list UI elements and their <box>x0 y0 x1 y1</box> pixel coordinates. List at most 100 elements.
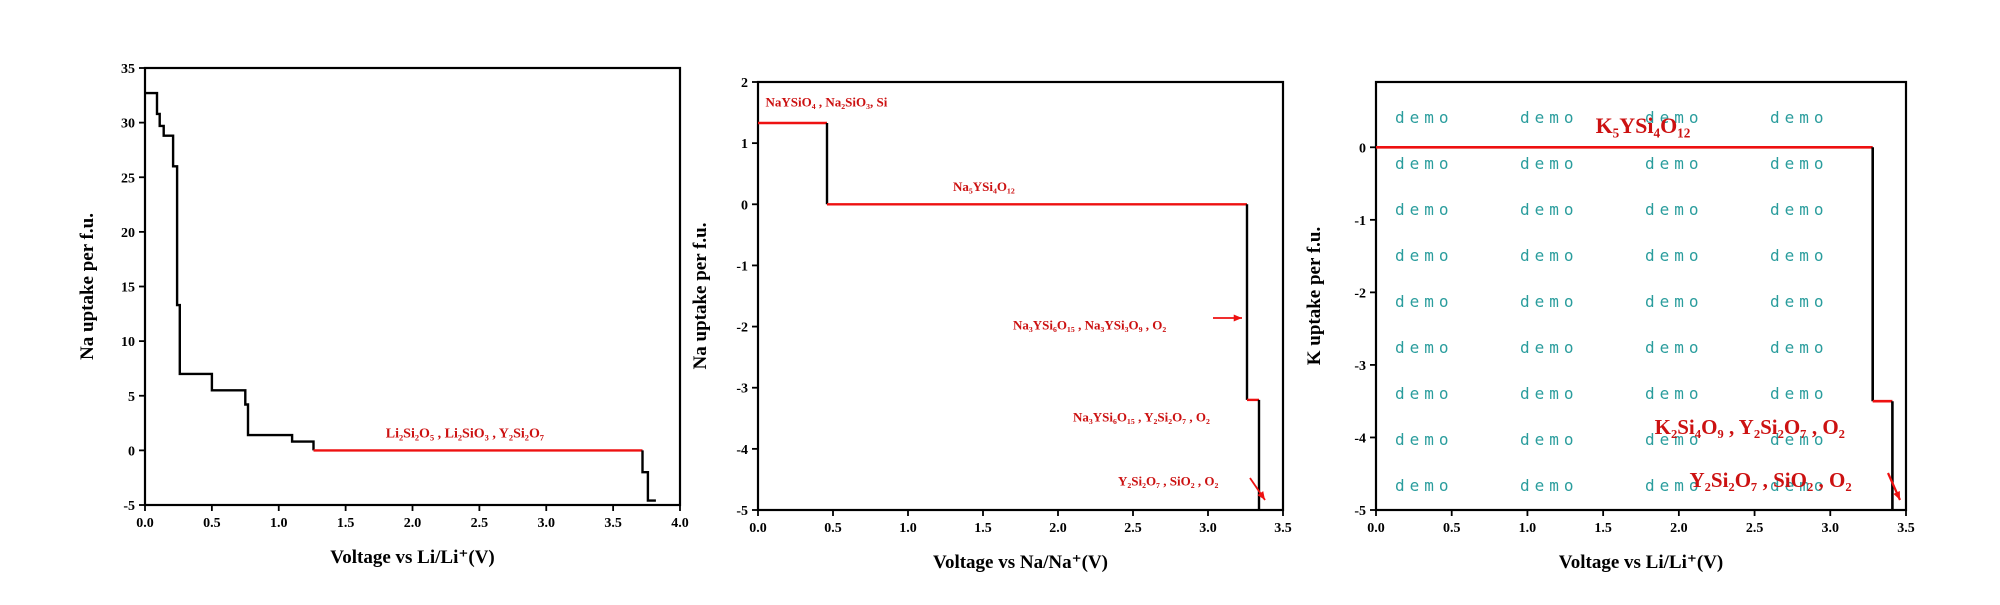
y-tick-label: -5 <box>123 499 135 514</box>
watermark-text: demo <box>1645 476 1704 495</box>
x-tick-label: 1.5 <box>974 521 992 536</box>
series-line <box>145 91 315 451</box>
x-tick-label: 3.0 <box>538 516 556 531</box>
y-tick-label: 0 <box>128 444 135 459</box>
y-tick-label: -5 <box>736 504 748 519</box>
x-tick-label: 3.0 <box>1822 521 1840 536</box>
x-tick-label: 1.5 <box>1594 521 1612 536</box>
annotation-label: Li₂Si₂O₅ , Li₂SiO₃ , Y₂Si₂O₇ <box>386 426 544 441</box>
y-axis-label: K uptake per f.u. <box>1304 227 1325 365</box>
arrow-head <box>1257 491 1265 500</box>
watermark-text: demo <box>1645 154 1704 173</box>
annotation-label: K₅YSi₄O₁₂ <box>1596 113 1691 138</box>
y-tick-label: 25 <box>121 171 135 186</box>
x-tick-label: 2.5 <box>471 516 489 531</box>
watermark-text: demo <box>1645 292 1704 311</box>
watermark-text: demo <box>1645 246 1704 265</box>
y-tick-label: -2 <box>1354 286 1366 301</box>
watermark-text: demo <box>1395 292 1454 311</box>
watermark-text: demo <box>1645 384 1704 403</box>
annotation-label: Na₃YSi₆O₁₅ , Y₂Si₂O₇ , O₂ <box>1073 409 1210 424</box>
annotation-label: Y₂Si₂O₇ , SiO₂ , O₂ <box>1689 468 1851 492</box>
x-tick-label: 0.0 <box>749 521 767 536</box>
y-tick-label: 35 <box>121 62 135 77</box>
arrow-head <box>1893 491 1900 500</box>
y-tick-label: -3 <box>736 382 748 397</box>
watermark-text: demo <box>1770 384 1829 403</box>
y-axis-label: Na uptake per f.u. <box>690 223 711 370</box>
annotation-label: Na₅YSi₄O₁₂ <box>953 179 1015 194</box>
y-tick-label: 20 <box>121 226 135 241</box>
watermark-text: demo <box>1770 430 1829 449</box>
plot-frame <box>756 80 1285 512</box>
y-tick-label: 15 <box>121 281 135 296</box>
x-tick-label: 1.5 <box>337 516 355 531</box>
x-tick-label: 4.0 <box>671 516 689 531</box>
watermark-text: demo <box>1395 154 1454 173</box>
y-tick-label: -2 <box>736 321 748 336</box>
y-tick-label: 2 <box>741 76 748 91</box>
x-tick-label: 2.0 <box>404 516 422 531</box>
series-line <box>641 450 656 502</box>
watermark-text: demo <box>1645 200 1704 219</box>
watermark-text: demo <box>1395 200 1454 219</box>
x-tick-label: 2.5 <box>1124 521 1142 536</box>
x-tick-label: 3.5 <box>604 516 622 531</box>
y-axis-label: Na uptake per f.u. <box>77 213 98 360</box>
watermark-text: demo <box>1520 476 1579 495</box>
y-tick-label: 1 <box>741 137 748 152</box>
annotation-label: NaYSiO₄ , Na₂SiO₃, Si <box>766 94 888 109</box>
y-tick-label: -1 <box>736 259 748 274</box>
watermark-text: demo <box>1395 384 1454 403</box>
y-tick-label: -3 <box>1354 359 1366 374</box>
y-tick-label: -4 <box>736 443 748 458</box>
watermark-text: demo <box>1770 200 1829 219</box>
watermark-text: demo <box>1770 476 1829 495</box>
watermark-text: demo <box>1395 476 1454 495</box>
watermark-text: demo <box>1645 338 1704 357</box>
watermark-text: demo <box>1520 384 1579 403</box>
x-tick-label: 3.5 <box>1274 521 1292 536</box>
watermark-text: demo <box>1645 108 1704 127</box>
x-tick-label: 2.5 <box>1746 521 1764 536</box>
watermark-text: demo <box>1645 430 1704 449</box>
plot-frame <box>1374 80 1908 512</box>
chart-1: 0.0 0.5 1.0 1.5 2.0 2.5 3.0 3.5 4.0 -5 0 5 10 15 20 25 3… <box>77 62 689 568</box>
watermark-text: demo <box>1520 338 1579 357</box>
x-tick-label: 3.5 <box>1897 521 1915 536</box>
arrow-head <box>1233 314 1242 322</box>
x-axis-label: Voltage vs Li/Li⁺(V) <box>1559 552 1724 573</box>
x-tick-label: 1.0 <box>270 516 288 531</box>
watermark-text: demo <box>1395 430 1454 449</box>
y-tick-label: 0 <box>1359 141 1366 156</box>
annotation-label: Y₂Si₂O₇ , SiO₂ , O₂ <box>1118 474 1218 489</box>
watermark-text: demo <box>1520 108 1579 127</box>
x-tick-label: 0.5 <box>203 516 221 531</box>
watermark-text: demo <box>1520 246 1579 265</box>
watermark-text: demo <box>1520 154 1579 173</box>
x-tick-label: 2.0 <box>1049 521 1067 536</box>
watermark-text: demo <box>1395 246 1454 265</box>
watermark-text: demo <box>1520 430 1579 449</box>
y-tick-label: -5 <box>1354 504 1366 519</box>
x-axis-label: Voltage vs Na/Na⁺(V) <box>933 552 1108 573</box>
watermark-text: demo <box>1770 154 1829 173</box>
watermark-text: demo <box>1395 338 1454 357</box>
x-tick-label: 0.0 <box>136 516 154 531</box>
watermark-text: demo <box>1770 292 1829 311</box>
watermark-text: demo <box>1395 108 1454 127</box>
x-axis-label: Voltage vs Li/Li⁺(V) <box>330 547 495 568</box>
x-tick-label: 0.5 <box>824 521 842 536</box>
y-tick-label: 5 <box>128 390 135 405</box>
x-tick-label: 0.0 <box>1367 521 1385 536</box>
x-tick-label: 1.0 <box>899 521 917 536</box>
y-tick-label: 10 <box>121 335 135 350</box>
watermark-text: demo <box>1520 200 1579 219</box>
y-tick-label: -1 <box>1354 214 1366 229</box>
x-tick-label: 1.0 <box>1519 521 1537 536</box>
watermark-text: demo <box>1770 108 1829 127</box>
watermark-text: demo <box>1770 246 1829 265</box>
y-tick-label: -4 <box>1354 431 1366 446</box>
x-tick-label: 2.0 <box>1670 521 1688 536</box>
